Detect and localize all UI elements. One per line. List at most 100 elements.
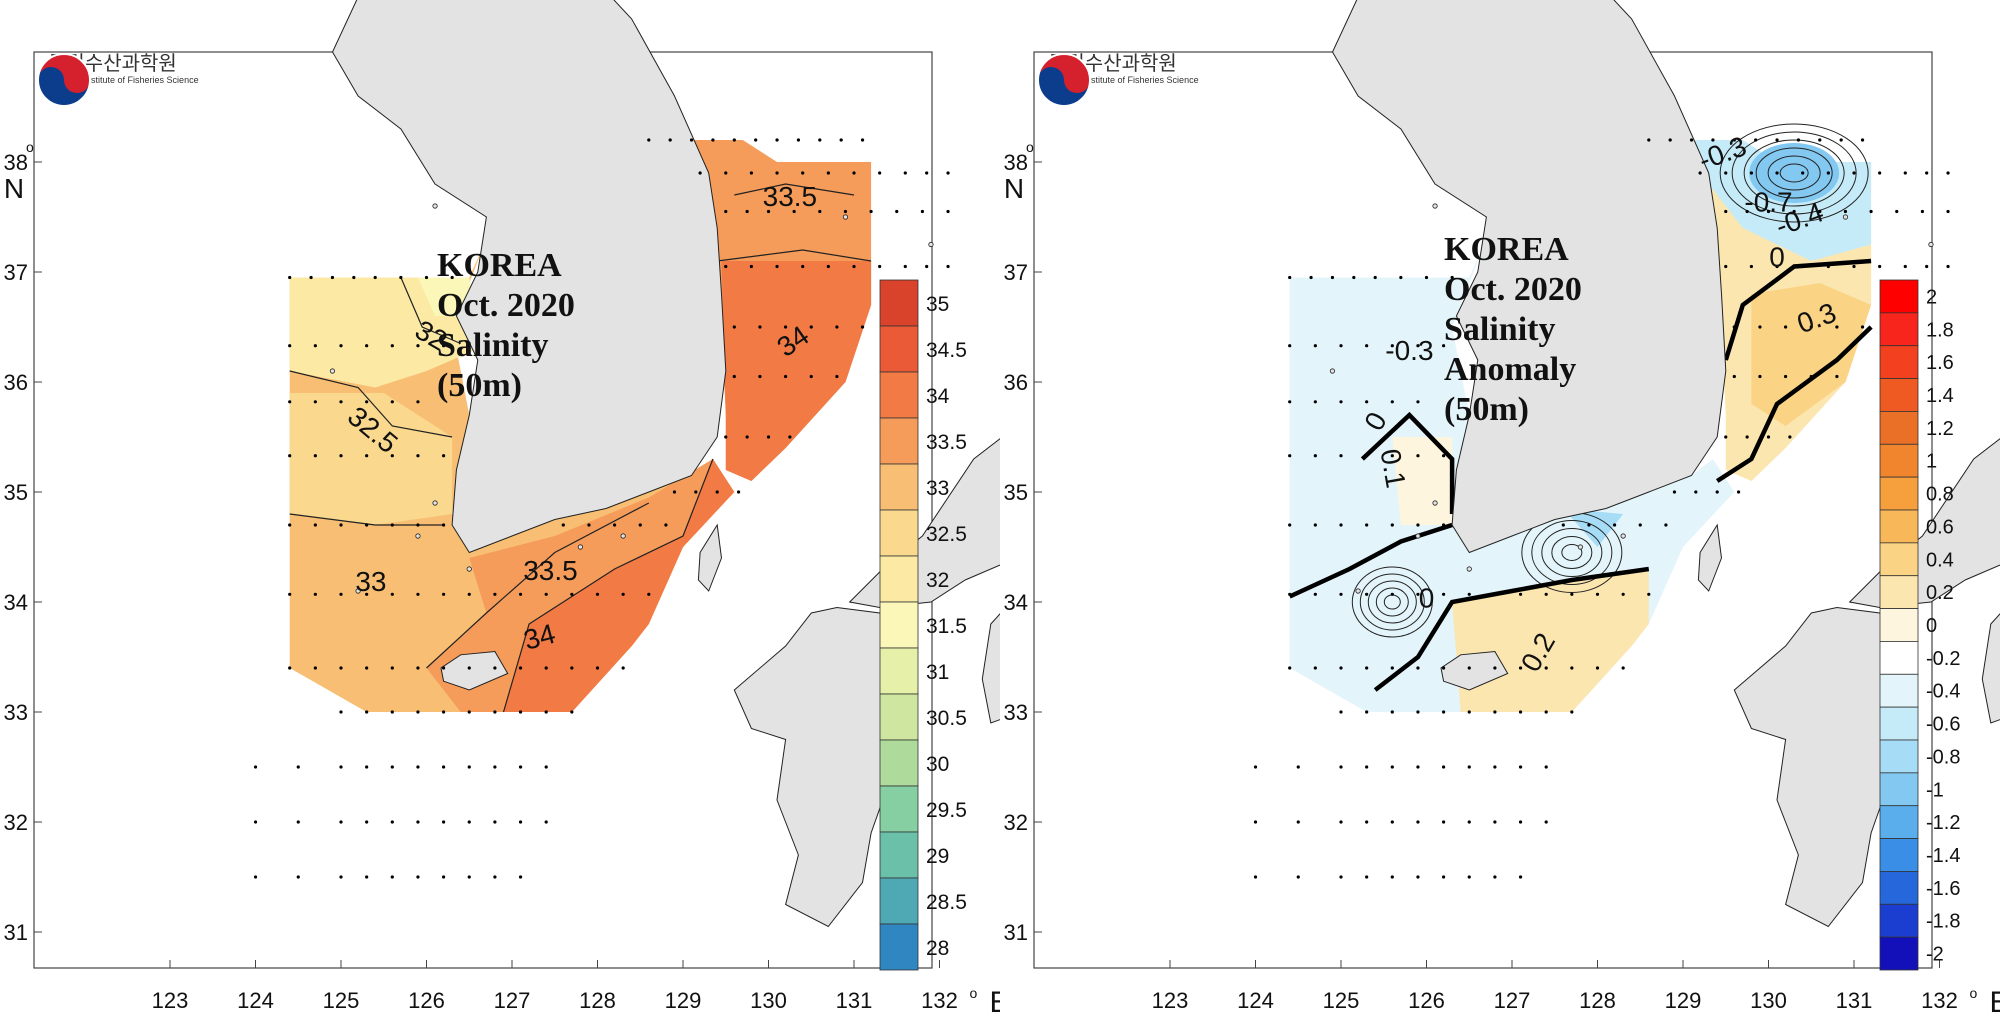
- station-point: [1365, 666, 1369, 670]
- station-point: [1296, 875, 1300, 879]
- station-point: [1775, 138, 1779, 142]
- colorbar-label: 28.5: [926, 891, 967, 914]
- station-point: [544, 765, 548, 769]
- y-tick-label: 34: [1004, 590, 1028, 615]
- colorbar-cell: [1879, 411, 1919, 445]
- station-point: [1826, 171, 1830, 175]
- station-point: [668, 138, 672, 142]
- y-tick-label: 35: [1004, 480, 1028, 505]
- station-point: [544, 710, 548, 714]
- station-point: [518, 765, 523, 769]
- station-point: [518, 592, 523, 596]
- station-point: [1313, 454, 1317, 458]
- colorbar-label: 1: [1926, 451, 1937, 473]
- station-point: [416, 765, 420, 769]
- station-point: [288, 666, 292, 670]
- station-point: [390, 400, 394, 404]
- station-point: [390, 523, 394, 527]
- colorbar-cell: [1879, 936, 1919, 971]
- colorbar-label: 29.5: [926, 799, 967, 822]
- title-line: Oct. 2020: [437, 287, 575, 324]
- colorbar-label: 1.6: [1926, 352, 1954, 374]
- degree-symbol: o: [26, 139, 34, 155]
- station-point: [698, 171, 702, 175]
- islet: [415, 533, 421, 539]
- station-point: [1339, 820, 1343, 824]
- station-point: [1253, 820, 1258, 824]
- station-point: [288, 523, 292, 527]
- station-point: [1467, 592, 1471, 596]
- station-point: [390, 765, 394, 769]
- station-point: [1288, 275, 1292, 280]
- station-point: [903, 264, 907, 269]
- station-point: [1365, 344, 1369, 348]
- colorbar-cell: [1879, 871, 1919, 905]
- colorbar-cell: [1879, 312, 1919, 347]
- x-tick-label: 126: [408, 988, 445, 1013]
- x-tick-label: 123: [152, 988, 189, 1013]
- contour-label: 0.1: [1374, 446, 1411, 490]
- station-point: [732, 374, 736, 379]
- station-point: [1518, 592, 1523, 596]
- station-point: [493, 765, 497, 769]
- station-point: [1860, 325, 1865, 329]
- title-line: (50m): [437, 367, 522, 404]
- islet: [1432, 500, 1438, 506]
- station-point: [467, 875, 471, 879]
- colorbar-cell: [1879, 443, 1919, 478]
- x-tick-label: 131: [836, 988, 873, 1013]
- station-point: [1595, 592, 1600, 596]
- station-point: [1467, 875, 1471, 879]
- station-point: [365, 875, 369, 879]
- station-point: [796, 138, 801, 142]
- station-point: [1390, 592, 1394, 596]
- station-point: [365, 592, 369, 596]
- station-point: [424, 275, 429, 280]
- jeju-island: [440, 650, 509, 691]
- station-point: [1467, 820, 1471, 824]
- station-point: [339, 666, 343, 670]
- station-point: [1775, 264, 1779, 269]
- station-point: [1570, 666, 1574, 670]
- station-point: [818, 138, 822, 142]
- station-point: [365, 344, 369, 348]
- station-point: [1724, 264, 1728, 269]
- right-map-title: KOREA Oct. 2020 Salinity Anomaly (50m): [1444, 230, 1582, 430]
- station-point: [390, 710, 394, 714]
- colorbar-label: 32.5: [926, 523, 967, 546]
- station-point: [1903, 264, 1907, 269]
- station-point: [253, 765, 258, 769]
- station-point: [1809, 374, 1813, 379]
- islet: [1415, 533, 1421, 539]
- station-point: [570, 592, 574, 596]
- station-point: [925, 264, 929, 269]
- contour-label: 0: [1769, 242, 1785, 273]
- station-point: [724, 209, 728, 214]
- station-point: [1792, 209, 1796, 214]
- x-tick-label: 127: [494, 988, 531, 1013]
- station-point: [1442, 666, 1446, 670]
- station-point: [1352, 275, 1356, 280]
- station-point: [1544, 592, 1548, 596]
- station-point: [339, 765, 343, 769]
- colorbar-cell: [879, 693, 919, 741]
- contour-line: [400, 277, 461, 345]
- taegeuk-logo-icon: [1037, 53, 1091, 107]
- islet: [1355, 588, 1361, 594]
- islet: [432, 500, 438, 506]
- colorbar-label: 31.5: [926, 615, 967, 638]
- station-point: [1253, 765, 1258, 769]
- contour-line: [1731, 131, 1857, 215]
- y-tick-label: 36: [4, 370, 28, 395]
- salinity-band-32: [418, 277, 474, 316]
- station-point: [1313, 400, 1317, 404]
- station-point: [1544, 765, 1548, 769]
- station-point: [1288, 592, 1292, 596]
- station-point: [1365, 710, 1369, 714]
- station-point: [724, 435, 728, 439]
- station-point: [390, 454, 394, 458]
- station-point: [1647, 138, 1651, 142]
- station-point: [1442, 523, 1446, 527]
- colorbar-cell: [879, 647, 919, 695]
- station-point: [339, 523, 343, 527]
